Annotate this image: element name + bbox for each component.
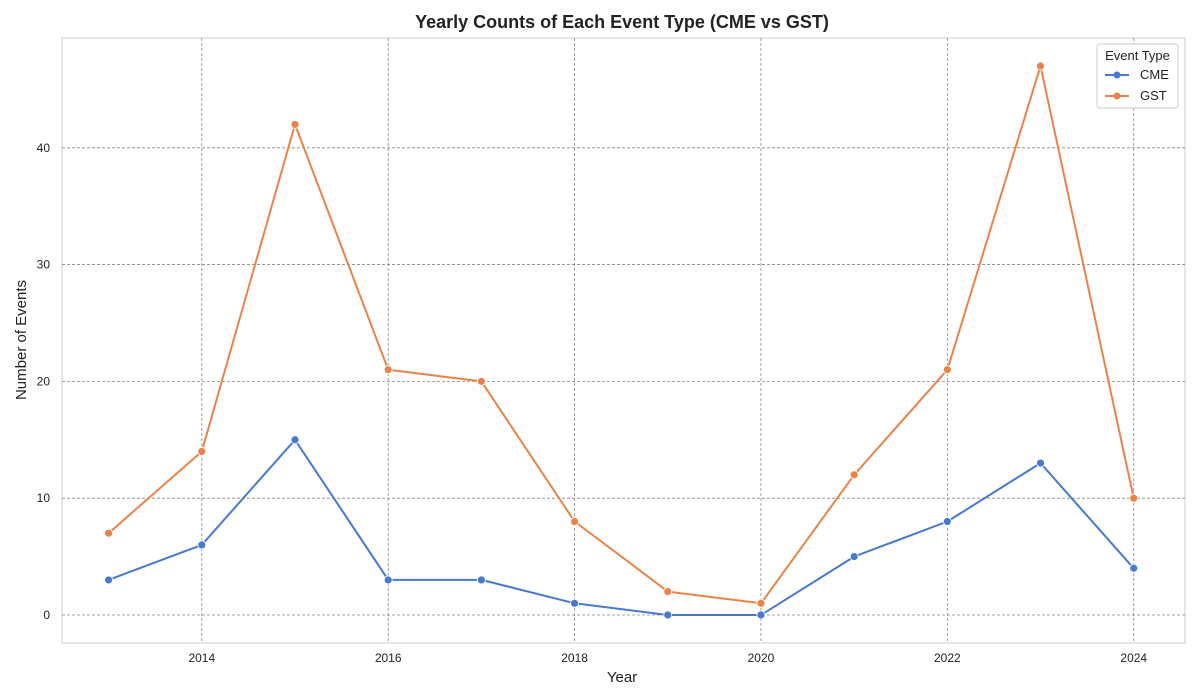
x-tick-label: 2024 [1120,651,1147,665]
series-line-cme [108,438,1135,616]
x-tick-label: 2020 [748,651,775,665]
data-point-gst [104,528,113,538]
plot-area: 2014 2016 2018 2020 2022 2024 0 10 20 30 40 [37,37,1186,665]
data-point-gst [849,470,859,480]
y-tick-label: 0 [43,608,50,622]
plot-frame [61,37,1186,644]
data-point-gst [476,376,486,386]
data-point-gst [1036,61,1045,71]
data-point-cme [1129,563,1139,573]
data-point-gst [197,447,207,456]
legend-title: Event Type [1105,48,1170,63]
legend-label-gst: GST [1140,88,1167,103]
data-point-cme [756,610,766,620]
data-point-cme [1036,458,1045,468]
data-point-gst [383,365,393,375]
y-tick-label: 30 [37,258,51,272]
legend-swatch-marker [1113,92,1121,100]
x-tick-label: 2016 [375,651,402,665]
x-axis-label: Year [607,669,637,686]
data-point-gst [663,587,673,597]
legend-box [1096,43,1179,109]
legend-label-cme: CME [1140,67,1169,82]
data-point-gst [290,120,300,129]
x-tick-label: 2014 [188,651,215,665]
x-tick-label: 2018 [561,651,588,665]
data-point-cme [290,435,300,445]
y-tick-label: 20 [37,374,51,388]
data-point-cme [570,598,579,608]
x-tick-label: 2022 [934,651,961,665]
y-tick-label: 40 [37,141,51,155]
data-point-cme [476,575,486,585]
data-point-gst [1129,493,1139,503]
chart-title: Yearly Counts of Each Event Type (CME vs… [415,12,829,32]
legend-swatch-marker [1113,71,1121,79]
data-point-gst [570,517,579,526]
y-axis-label: Number of Events [13,280,30,400]
data-point-cme [383,575,393,585]
data-point-gst [756,598,766,608]
data-point-cme [104,575,113,585]
legend: Event Type CME GST [1096,43,1179,109]
data-point-cme [849,552,859,561]
data-point-cme [942,517,952,526]
series-line-gst [107,65,1135,605]
y-tick-label: 10 [37,491,51,505]
data-point-cme [663,610,673,620]
data-point-gst [942,365,952,375]
data-point-cme [197,540,207,550]
